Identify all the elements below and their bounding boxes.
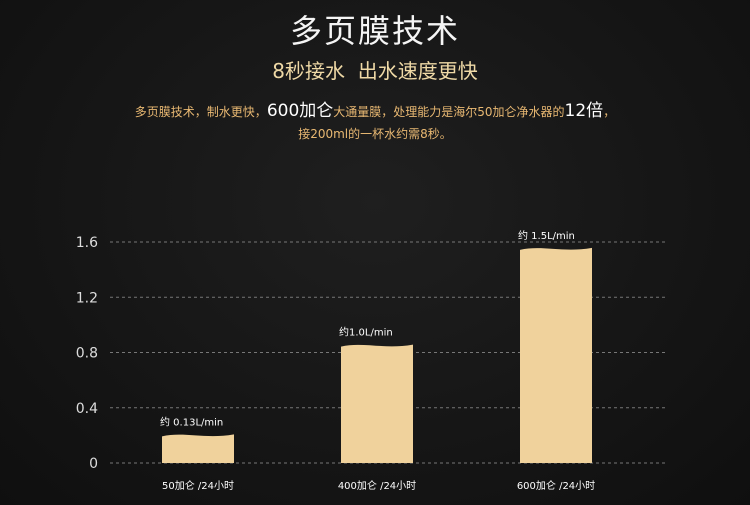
bars	[162, 247, 592, 463]
description: 多页膜技术，制水更快，600加仑大通量膜，处理能力是海尔50加仑净水器的12倍，…	[0, 100, 750, 145]
page-subtitle: 8秒接水 出水速度更快	[272, 59, 478, 83]
description-line-2: 接200ml的一杯水约需8秒。	[298, 127, 452, 141]
data-label-0: 约 0.13L/min	[160, 415, 223, 428]
y-tick-label: 1.2	[76, 290, 98, 306]
description-text-c: 大通量膜，处理能力是海尔50加仑净水器的	[333, 105, 565, 119]
highlight-600-gallon: 600加仑	[266, 101, 334, 121]
x-tick-label-0: 50加仑 /24小时	[162, 479, 234, 492]
description-line-1: 多页膜技术，制水更快，600加仑大通量膜，处理能力是海尔50加仑净水器的12倍，	[0, 100, 750, 123]
data-labels: 约 0.13L/min 约1.0L/min 约 1.5L/min	[160, 229, 575, 428]
bar-0	[162, 434, 234, 463]
bar-2	[520, 247, 592, 463]
y-tick-label: 0.4	[76, 401, 98, 417]
y-tick-label: 1.6	[76, 235, 98, 251]
data-label-2: 约 1.5L/min	[518, 229, 575, 242]
data-label-1: 约1.0L/min	[339, 326, 393, 339]
x-tick-label-2: 600加仑 /24小时	[517, 479, 595, 492]
y-tick-label: 0	[89, 456, 98, 472]
y-axis-ticks: 0 0.4 0.8 1.2 1.6	[76, 235, 98, 472]
highlight-12x: 12倍	[564, 101, 604, 121]
bar-1	[341, 344, 413, 463]
x-tick-label-1: 400加仑 /24小时	[338, 479, 416, 492]
description-text-a: 多页膜技术，制水更快，	[134, 105, 267, 119]
description-text-e: ，	[603, 105, 616, 119]
y-tick-label: 0.8	[76, 346, 98, 362]
x-axis-ticks: 50加仑 /24小时 400加仑 /24小时 600加仑 /24小时	[162, 479, 595, 492]
page-title: 多页膜技术	[289, 12, 460, 50]
